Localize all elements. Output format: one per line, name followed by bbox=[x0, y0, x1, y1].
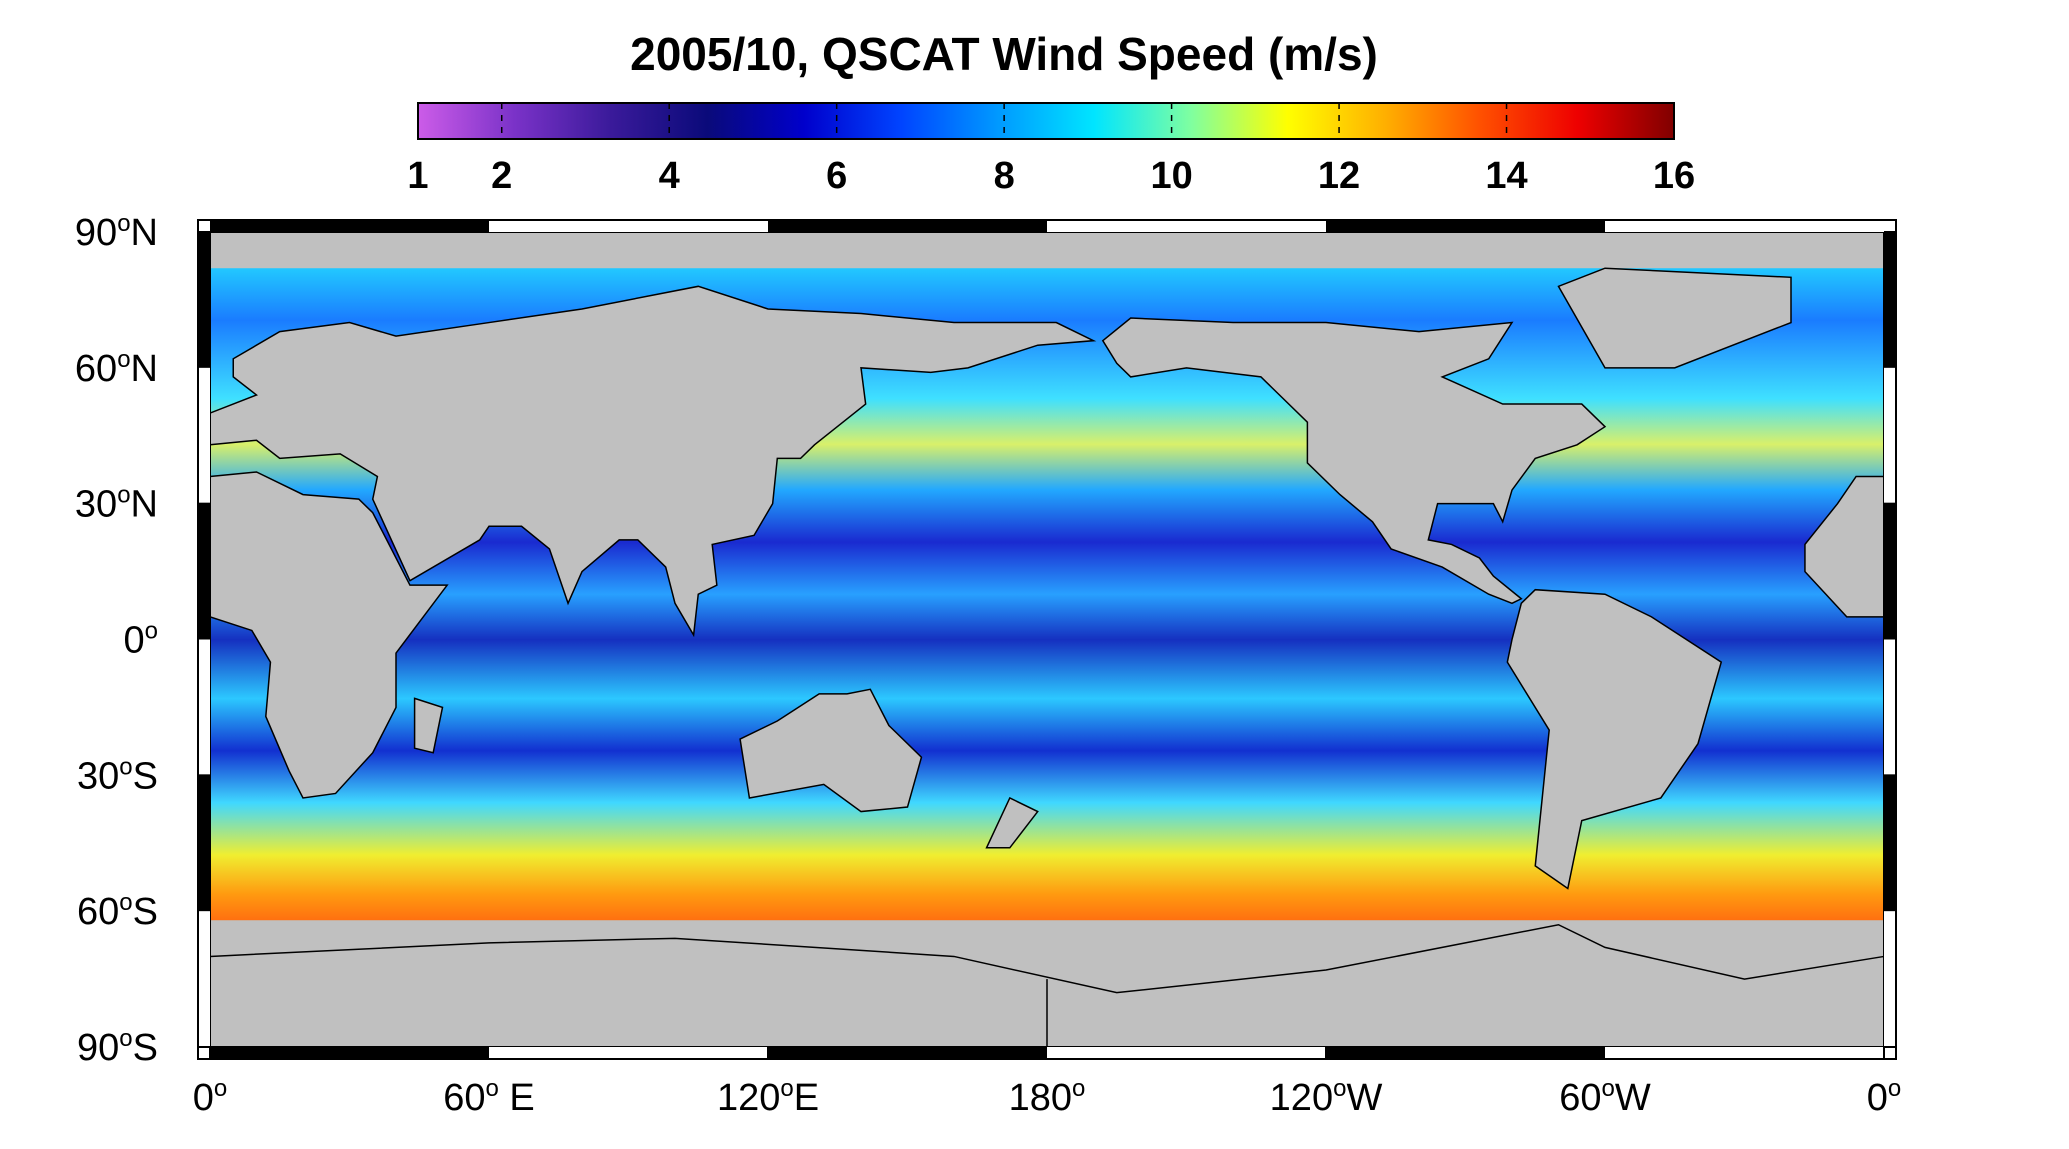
x-tick-label: 120oE bbox=[717, 1075, 819, 1119]
border-segment bbox=[199, 775, 210, 912]
x-tick-label-label: 180 bbox=[1009, 1077, 1072, 1119]
border-segment bbox=[1047, 1047, 1326, 1058]
y-tick-label-degree: o bbox=[117, 482, 130, 509]
border-segment bbox=[199, 639, 210, 776]
y-tick-label-hemisphere: S bbox=[133, 755, 158, 797]
y-tick-label-hemisphere: N bbox=[131, 484, 158, 526]
border-segment bbox=[210, 1047, 489, 1058]
border-segment bbox=[1605, 221, 1884, 232]
border-segment bbox=[210, 221, 489, 232]
x-tick-label-degree: o bbox=[214, 1075, 227, 1102]
y-tick-label-hemisphere: S bbox=[133, 891, 158, 933]
y-tick-label-degree: o bbox=[119, 753, 132, 780]
y-tick-label: 0o bbox=[124, 618, 159, 662]
x-tick-label: 0o bbox=[1867, 1075, 1902, 1119]
x-tick-label: 120oW bbox=[1270, 1075, 1383, 1119]
y-tick-label: 60oN bbox=[75, 346, 158, 390]
border-segment bbox=[199, 503, 210, 640]
x-tick-label: 60oW bbox=[1559, 1075, 1651, 1119]
border-segment bbox=[1884, 775, 1895, 912]
x-tick-label-label: 0 bbox=[1867, 1077, 1888, 1119]
south-america bbox=[1506, 588, 1723, 890]
y-tick-label-label: 30 bbox=[75, 484, 117, 526]
colorbar-tick-label: 16 bbox=[1653, 155, 1695, 197]
chart-title: 2005/10, QSCAT Wind Speed (m/s) bbox=[630, 28, 1378, 80]
x-tick-label-label: 120 bbox=[717, 1077, 780, 1119]
colorbar-tick-label: 4 bbox=[659, 155, 680, 197]
australia bbox=[739, 688, 923, 813]
border-segment bbox=[1884, 503, 1895, 640]
x-tick-label-degree: o bbox=[1333, 1075, 1346, 1102]
x-tick-label-hemisphere: E bbox=[499, 1077, 535, 1119]
colorbar-tick-label: 12 bbox=[1318, 155, 1360, 197]
border-segment bbox=[1326, 221, 1605, 232]
x-tick-label-hemisphere: W bbox=[1615, 1077, 1651, 1119]
border-segment bbox=[768, 1047, 1047, 1058]
colorbar-tick-label: 10 bbox=[1150, 155, 1192, 197]
north-america bbox=[1101, 317, 1607, 605]
y-tick-label-hemisphere: S bbox=[133, 1027, 158, 1069]
border-segment bbox=[489, 1047, 768, 1058]
x-tick-label-degree: o bbox=[486, 1075, 499, 1102]
border-segment bbox=[768, 221, 1047, 232]
y-tick-label-label: 60 bbox=[77, 891, 119, 933]
colorbar-tick-label: 1 bbox=[407, 155, 428, 197]
border-segment bbox=[1884, 911, 1895, 1047]
y-tick-label-degree: o bbox=[145, 618, 158, 645]
y-tick-label-hemisphere: N bbox=[131, 348, 158, 390]
africa bbox=[209, 471, 449, 799]
colorbar-tick-label: 6 bbox=[826, 155, 847, 197]
colorbar-tick-label: 8 bbox=[994, 155, 1015, 197]
border-segment bbox=[199, 232, 210, 368]
x-tick-label: 0o bbox=[193, 1075, 228, 1119]
y-tick-label-degree: o bbox=[119, 889, 132, 916]
colorbar-tick-label: 14 bbox=[1485, 155, 1527, 197]
map bbox=[197, 219, 1897, 1060]
y-tick-label-label: 90 bbox=[77, 1027, 119, 1069]
border-segment bbox=[199, 911, 210, 1047]
colorbar-tick-label: 2 bbox=[491, 155, 512, 197]
x-tick-label-label: 120 bbox=[1270, 1077, 1333, 1119]
y-tick-label: 30oN bbox=[75, 482, 158, 526]
x-tick-label-hemisphere: W bbox=[1346, 1077, 1382, 1119]
madagascar bbox=[413, 697, 444, 754]
y-tick-label-label: 60 bbox=[75, 348, 117, 390]
greenland bbox=[1557, 267, 1792, 369]
x-tick-label-degree: o bbox=[1072, 1075, 1085, 1102]
y-tick-label-degree: o bbox=[119, 1025, 132, 1052]
y-tick-label: 60oS bbox=[77, 889, 158, 933]
y-tick-label-label: 0 bbox=[124, 620, 145, 662]
y-tick-label: 30oS bbox=[77, 753, 158, 797]
x-tick-label: 180o bbox=[1009, 1075, 1086, 1119]
y-tick-label: 90oN bbox=[75, 210, 158, 254]
y-tick-label-hemisphere: N bbox=[131, 212, 158, 254]
border-segment bbox=[1884, 232, 1895, 368]
y-tick-label-label: 90 bbox=[75, 212, 117, 254]
x-tick-label-degree: o bbox=[1888, 1075, 1901, 1102]
x-tick-label-degree: o bbox=[1602, 1075, 1615, 1102]
x-tick-label-label: 60 bbox=[1559, 1077, 1601, 1119]
border-segment bbox=[1884, 639, 1895, 776]
y-tick-label: 90oS bbox=[77, 1025, 158, 1069]
africa-west bbox=[1804, 475, 1885, 618]
colorbar bbox=[417, 102, 1675, 140]
border-segment bbox=[199, 367, 210, 504]
y-tick-label-degree: o bbox=[117, 210, 130, 237]
border-segment bbox=[1047, 221, 1326, 232]
border-segment bbox=[489, 221, 768, 232]
y-tick-label-degree: o bbox=[117, 346, 130, 373]
x-tick-label-degree: o bbox=[780, 1075, 793, 1102]
border-segment bbox=[1884, 367, 1895, 504]
new-zealand bbox=[985, 796, 1039, 849]
border-segment bbox=[1605, 1047, 1884, 1058]
y-tick-label-label: 30 bbox=[77, 755, 119, 797]
x-tick-label-label: 60 bbox=[443, 1077, 485, 1119]
border-segment bbox=[1326, 1047, 1605, 1058]
x-tick-label: 60o E bbox=[443, 1075, 535, 1119]
x-tick-label-hemisphere: E bbox=[794, 1077, 819, 1119]
x-tick-label-label: 0 bbox=[193, 1077, 214, 1119]
eurasia bbox=[209, 285, 1097, 638]
